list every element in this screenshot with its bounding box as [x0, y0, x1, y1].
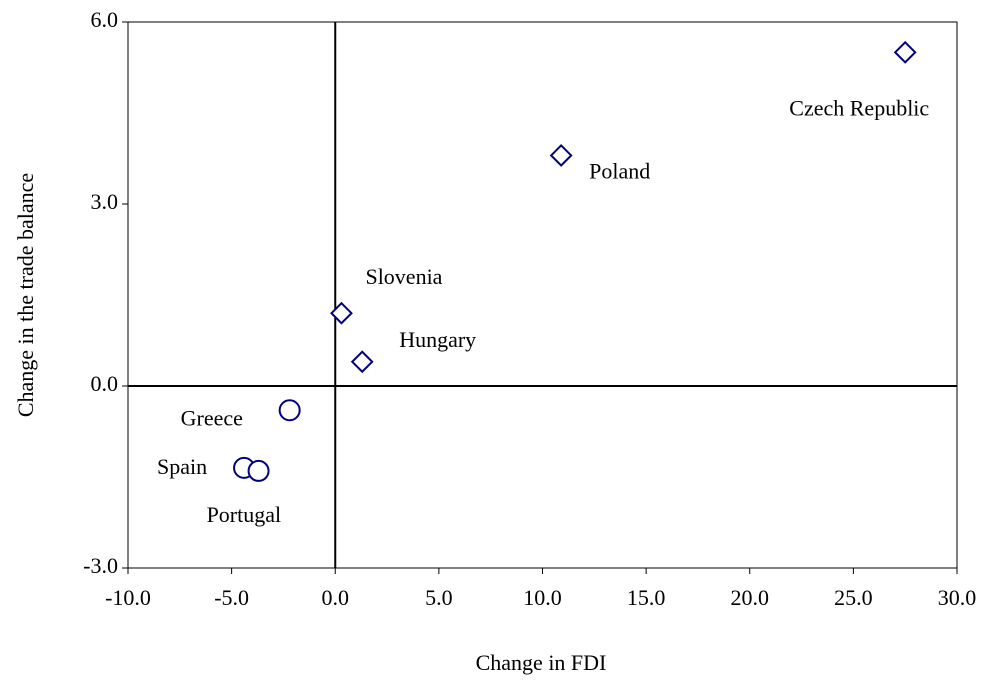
point-label: Slovenia — [365, 264, 442, 289]
x-tick-label: 0.0 — [322, 585, 350, 610]
point-label: Greece — [181, 405, 243, 430]
point-label: Poland — [589, 159, 650, 184]
point — [549, 144, 573, 167]
y-tick-label: -3.0 — [83, 553, 118, 578]
point — [247, 459, 270, 482]
point — [893, 40, 917, 64]
point-label: Czech Republic — [789, 95, 929, 120]
point — [278, 399, 301, 422]
point-label: Portugal — [207, 502, 282, 527]
y-tick-label: 0.0 — [91, 371, 119, 396]
y-tick-label: 3.0 — [91, 189, 119, 214]
x-tick-label: 5.0 — [425, 585, 453, 610]
x-tick-label: -5.0 — [214, 585, 249, 610]
point — [330, 301, 353, 325]
x-tick-label: -10.0 — [105, 585, 151, 610]
point — [350, 350, 374, 374]
x-tick-label: 25.0 — [834, 585, 873, 610]
y-tick-label: 6.0 — [91, 7, 119, 32]
y-axis-label: Change in the trade balance — [13, 173, 38, 417]
x-tick-label: 15.0 — [627, 585, 666, 610]
point-label: Hungary — [399, 327, 476, 352]
x-tick-label: 10.0 — [523, 585, 562, 610]
x-axis-label: Change in FDI — [476, 650, 607, 675]
x-tick-label: 30.0 — [938, 585, 977, 610]
x-tick-label: 20.0 — [731, 585, 770, 610]
point-label: Spain — [157, 454, 207, 479]
